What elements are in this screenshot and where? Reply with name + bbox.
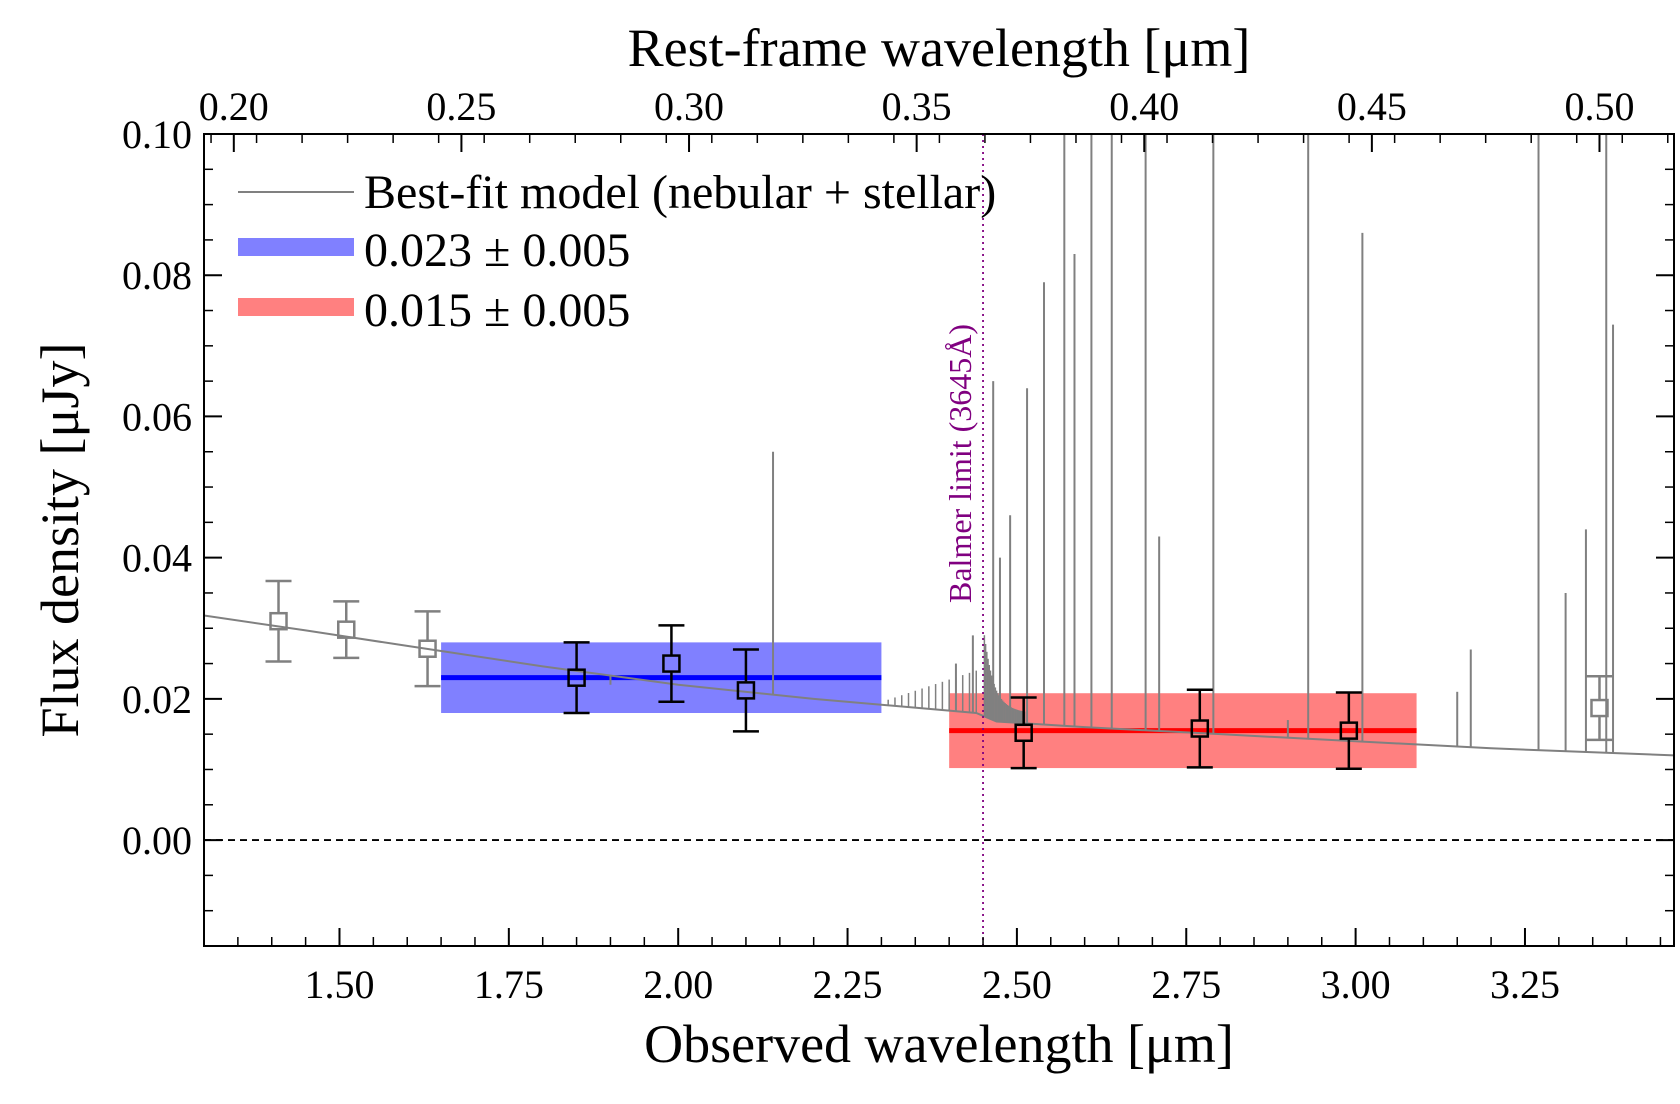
top-tick-label: 0.45: [1337, 84, 1407, 129]
y-tick-label: 0.00: [122, 818, 192, 863]
photometry-points: [265, 579, 1613, 771]
legend: Best-fit model (nebular + stellar) 0.023…: [238, 166, 996, 337]
x-tick-label: 2.50: [982, 962, 1052, 1007]
blue-fit-point: [732, 648, 759, 733]
blue-fit-point: [563, 641, 590, 715]
excluded-point: [333, 600, 360, 660]
y-tick-label: 0.08: [122, 253, 192, 298]
y-tick-label: 0.02: [122, 677, 192, 722]
x-tick-label: 2.25: [813, 962, 883, 1007]
y-axis-ticks: 0.00 0.02 0.04 0.06 0.08 0.10: [122, 112, 1674, 912]
top-axis-ticks: 0.20 0.25 0.30 0.35 0.40 0.45 0.50: [199, 84, 1669, 152]
red-fit-marker: [1339, 721, 1359, 740]
top-tick-label: 0.30: [654, 84, 724, 129]
excluded-marker: [269, 611, 288, 631]
x-tick-label: 3.25: [1490, 962, 1560, 1007]
red-fit-marker: [1190, 719, 1210, 738]
legend-model-label: Best-fit model (nebular + stellar): [364, 166, 996, 219]
top-tick-label: 0.35: [882, 84, 952, 129]
excluded-point: [265, 579, 292, 663]
model-spectrum: [204, 134, 1674, 757]
legend-blue-label: 0.023 ± 0.005: [364, 224, 630, 277]
x-tick-label: 1.50: [304, 962, 374, 1007]
excluded-point: [414, 610, 441, 688]
x-tick-label: 2.00: [643, 962, 713, 1007]
excluded-point: [1586, 675, 1613, 742]
red-fit-point: [1335, 691, 1362, 771]
y-tick-label: 0.06: [122, 394, 192, 439]
blue-fit-marker: [567, 668, 586, 687]
top-tick-label: 0.40: [1109, 84, 1179, 129]
legend-red-swatch: [238, 298, 354, 316]
top-tick-label: 0.20: [199, 84, 269, 129]
legend-blue-swatch: [238, 238, 354, 256]
x-tick-label: 1.75: [474, 962, 544, 1007]
y-tick-label: 0.10: [122, 112, 192, 157]
x-axis-ticks: 1.50 1.75 2.00 2.25 2.50 2.75 3.00 3.25: [237, 928, 1662, 1007]
top-axis-title: Rest-frame wavelength [μm]: [628, 18, 1251, 78]
y-tick-label: 0.04: [122, 536, 192, 581]
red-fit-marker: [1014, 723, 1033, 743]
blue-fit-marker: [736, 681, 756, 700]
red-fit-point: [1186, 688, 1213, 769]
x-tick-label: 3.00: [1321, 962, 1391, 1007]
x-axis-title: Observed wavelength [μm]: [644, 1014, 1234, 1074]
excluded-marker: [1590, 698, 1609, 718]
excluded-marker: [418, 639, 437, 658]
top-tick-label: 0.25: [426, 84, 496, 129]
blue-fit-point: [658, 624, 685, 703]
excluded-marker: [337, 620, 356, 639]
y-axis-title: Flux density [μJy]: [30, 343, 90, 738]
legend-red-label: 0.015 ± 0.005: [364, 284, 630, 337]
balmer-limit-label: Balmer limit (3645Å): [942, 324, 978, 603]
red-fit-point: [1010, 696, 1037, 770]
blue-fit-marker: [662, 654, 681, 673]
x-tick-label: 2.75: [1151, 962, 1221, 1007]
top-tick-label: 0.50: [1564, 84, 1634, 129]
